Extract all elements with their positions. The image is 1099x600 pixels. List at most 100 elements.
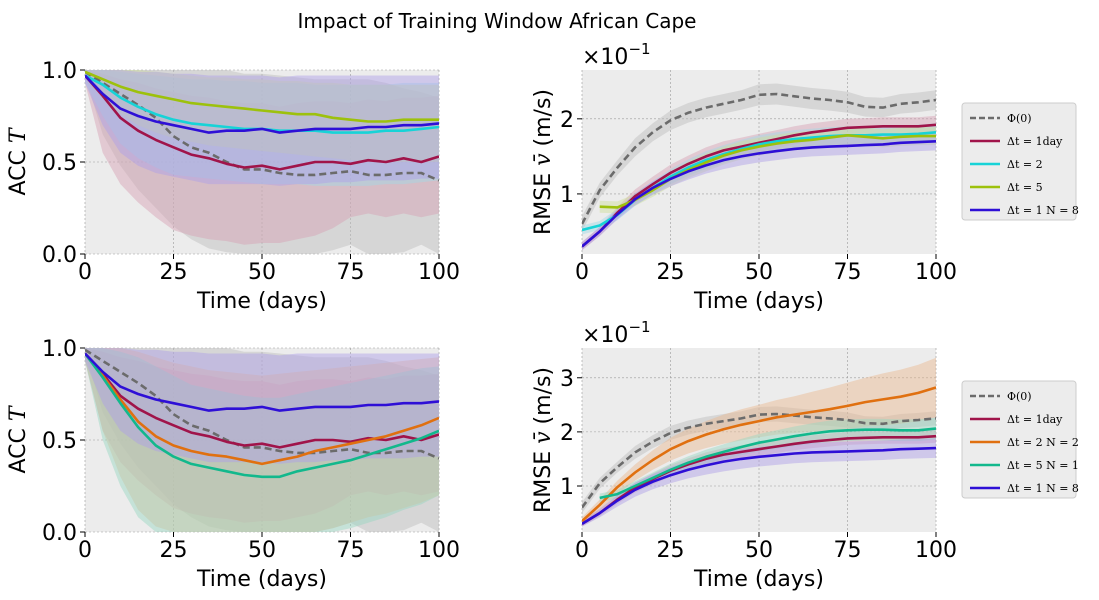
x-axis-label: Time (days) bbox=[693, 567, 824, 592]
y-tick-label: 0.0 bbox=[42, 243, 77, 268]
x-tick-label: 75 bbox=[337, 538, 365, 563]
axis-multiplier-base: ×10 bbox=[582, 45, 628, 70]
y-axis-label-unit: (m/s) bbox=[531, 367, 556, 431]
series-line bbox=[85, 352, 439, 466]
legend-entry: Δt = 1day bbox=[1007, 135, 1063, 148]
y-axis-label-var: T bbox=[6, 126, 31, 143]
y-tick-label: 1.0 bbox=[42, 337, 77, 362]
x-tick-label: 0 bbox=[575, 538, 589, 563]
y-axis-label-unit: (m/s) bbox=[531, 89, 556, 153]
series-line bbox=[582, 446, 936, 526]
uncertainty-band bbox=[85, 70, 439, 245]
y-axis-label-text: ACC bbox=[6, 143, 31, 195]
uncertainty-band bbox=[582, 406, 936, 514]
y-axis-label-text: ACC bbox=[6, 421, 31, 473]
y-axis-label-var: T bbox=[6, 404, 31, 421]
x-tick-label: 100 bbox=[915, 538, 957, 563]
chart-panel-top-left: 0 25 50 75 100 0.0 0.5 1.0 Time (days) ACC T bbox=[6, 59, 460, 314]
series-line bbox=[85, 348, 439, 460]
uncertainty-band bbox=[582, 357, 936, 525]
series-line bbox=[599, 427, 936, 500]
legend-entry: Δt = 2 N = 2 bbox=[1007, 436, 1079, 449]
y-axis-label: RMSE v̄ (m/s) bbox=[531, 89, 556, 235]
x-tick-label: 0 bbox=[575, 260, 589, 285]
legend-entry: Δt = 5 bbox=[1007, 181, 1043, 194]
y-tick-label: 1.0 bbox=[42, 59, 77, 84]
x-tick-label: 0 bbox=[78, 538, 92, 563]
series-line bbox=[582, 92, 936, 225]
x-axis-label: Time (days) bbox=[693, 289, 824, 314]
x-tick-label: 0 bbox=[78, 260, 92, 285]
x-tick-label: 25 bbox=[160, 260, 188, 285]
series-line bbox=[85, 352, 439, 479]
chart-panel-top-right: 0 25 50 75 100 1 2 Time (days) RMSE v̄ (m/s) ×10−… bbox=[531, 40, 1079, 314]
x-tick-label: 100 bbox=[418, 260, 460, 285]
uncertainty-band bbox=[85, 348, 439, 532]
series-line bbox=[599, 134, 936, 209]
x-tick-label: 75 bbox=[834, 260, 862, 285]
x-tick-label: 100 bbox=[915, 260, 957, 285]
legend-box bbox=[961, 380, 1077, 499]
uncertainty-band bbox=[85, 70, 439, 162]
series-line bbox=[85, 70, 439, 123]
series-line bbox=[582, 386, 936, 523]
y-tick-label: 2 bbox=[560, 421, 574, 446]
legend-entry: Δt = 1 N = 8 bbox=[1007, 204, 1079, 217]
legend: Φ(0) Δt = 1day Δt = 2 Δt = 5 Δt = 1 N = 8 bbox=[961, 102, 1079, 221]
uncertainty-band bbox=[85, 348, 439, 532]
axis-multiplier-base: ×10 bbox=[582, 323, 628, 348]
y-axis-label: ACC T bbox=[6, 126, 31, 195]
y-tick-label: 0.0 bbox=[42, 521, 77, 546]
plot-content bbox=[85, 348, 439, 532]
series-line bbox=[85, 352, 439, 412]
x-tick-label: 75 bbox=[337, 260, 365, 285]
plot-content bbox=[582, 357, 936, 527]
series-line bbox=[85, 74, 439, 134]
legend: Φ(0) Δt = 1day Δt = 2 N = 2 Δt = 5 N = 1 Δt … bbox=[961, 380, 1079, 499]
y-tick-label: 0.5 bbox=[42, 429, 77, 454]
series-line bbox=[85, 74, 439, 171]
axis-multiplier-exp: −1 bbox=[628, 40, 650, 58]
legend-entry: Δt = 1 N = 8 bbox=[1007, 482, 1079, 495]
y-axis-label: RMSE v̄ (m/s) bbox=[531, 367, 556, 513]
x-tick-label: 25 bbox=[657, 538, 685, 563]
plot-content bbox=[582, 83, 936, 251]
series-line bbox=[582, 123, 936, 248]
chart-panel-bottom-left: 0 25 50 75 100 0.0 0.5 1.0 Time (days) ACC T bbox=[6, 337, 460, 592]
series-line bbox=[582, 140, 936, 248]
x-tick-label: 25 bbox=[160, 538, 188, 563]
y-axis-label-var: v̄ bbox=[531, 153, 556, 166]
x-tick-label: 25 bbox=[657, 260, 685, 285]
x-tick-label: 100 bbox=[418, 538, 460, 563]
axis-multiplier-exp: −1 bbox=[628, 318, 650, 336]
x-tick-label: 50 bbox=[248, 538, 276, 563]
legend-box bbox=[961, 102, 1077, 221]
x-tick-label: 50 bbox=[248, 260, 276, 285]
x-axis-label: Time (days) bbox=[196, 567, 327, 592]
y-tick-label: 3 bbox=[560, 367, 574, 392]
legend-entry: Φ(0) bbox=[1007, 112, 1032, 125]
axis-multiplier: ×10−1 bbox=[582, 40, 651, 70]
y-tick-label: 1 bbox=[560, 475, 574, 500]
legend-entry: Φ(0) bbox=[1007, 390, 1032, 403]
plot-content bbox=[85, 70, 439, 254]
uncertainty-band bbox=[85, 348, 439, 523]
uncertainty-band bbox=[85, 348, 439, 532]
y-axis-label-var: v̄ bbox=[531, 431, 556, 444]
legend-entry: Δt = 1day bbox=[1007, 413, 1063, 426]
series-line bbox=[85, 352, 439, 449]
figure-title: Impact of Training Window African Cape bbox=[298, 9, 697, 33]
x-tick-label: 50 bbox=[745, 260, 773, 285]
series-line bbox=[582, 412, 936, 509]
x-axis-label: Time (days) bbox=[196, 289, 327, 314]
y-tick-label: 1 bbox=[560, 183, 574, 208]
uncertainty-band bbox=[85, 70, 439, 254]
legend-entry: Δt = 5 N = 1 bbox=[1007, 459, 1079, 472]
y-axis-label: ACC T bbox=[6, 404, 31, 473]
y-axis-label-text: RMSE bbox=[531, 166, 556, 235]
y-tick-label: 0.5 bbox=[42, 151, 77, 176]
y-tick-label: 2 bbox=[560, 108, 574, 133]
uncertainty-band bbox=[582, 438, 936, 527]
chart-panel-bottom-right: 0 25 50 75 100 1 2 3 Time (days) RMSE v̄ (m/s) ×10… bbox=[531, 318, 1079, 592]
